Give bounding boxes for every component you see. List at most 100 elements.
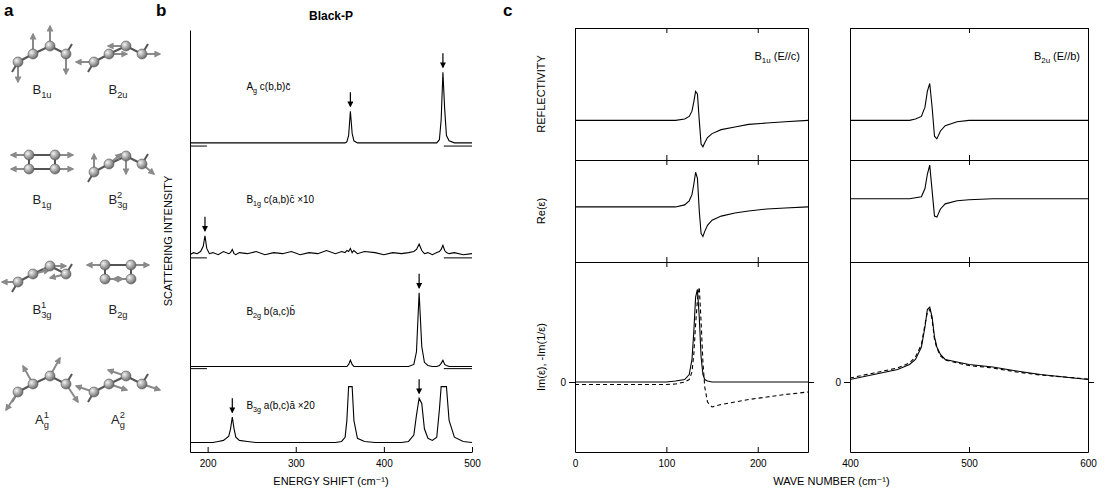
tick <box>850 262 851 267</box>
tick-mark <box>575 262 576 267</box>
spectrum-line <box>190 387 472 443</box>
atom <box>13 57 23 67</box>
axis-line <box>190 31 191 453</box>
peak-arrow <box>419 379 420 393</box>
axis-y-right <box>1088 161 1089 263</box>
text-part: B <box>108 302 117 317</box>
tick <box>666 28 667 33</box>
mode-sketch <box>88 151 154 182</box>
mode-label: B2u <box>108 82 127 100</box>
atom <box>45 371 55 381</box>
axis-y-right <box>1088 29 1089 161</box>
plot-area <box>850 83 1088 138</box>
atom <box>50 150 60 160</box>
tick <box>758 257 759 262</box>
spectrum-line <box>850 310 1088 380</box>
atom <box>61 49 71 59</box>
subscript: g <box>44 420 49 430</box>
superscript: 1 <box>41 300 46 310</box>
spectrum-line <box>575 287 808 407</box>
axis-x <box>851 257 1089 263</box>
atom <box>104 49 114 59</box>
atom <box>50 164 60 174</box>
text-part: c(a,b)c̄ ×10 <box>261 194 315 205</box>
panel-letter: c <box>503 1 512 20</box>
axis-y <box>850 161 851 263</box>
mode-label: B1g <box>32 192 51 210</box>
tick-mark <box>969 262 970 267</box>
axis-y-right <box>808 263 814 453</box>
text-part: (E//b) <box>1050 50 1080 62</box>
axis-y <box>575 161 576 263</box>
subscript: 1u <box>41 90 51 100</box>
axis-line <box>808 29 809 161</box>
text-part: B <box>32 302 41 317</box>
subscript: 2g <box>253 311 261 320</box>
chart-panel: 01002000WAVE NUMBER (cm⁻¹)Im(ε), -Im(1/ε… <box>535 262 890 487</box>
plot-area <box>190 53 472 442</box>
superscript: 2 <box>117 190 122 200</box>
axis-line <box>1088 263 1089 453</box>
atom <box>45 261 55 271</box>
tick <box>1088 382 1094 383</box>
tick-mark <box>850 262 851 267</box>
atom <box>126 274 136 284</box>
axis-line <box>576 262 809 263</box>
tick-label: 300 <box>288 458 305 469</box>
atom <box>61 269 71 279</box>
axis-x <box>576 257 809 263</box>
tick-label: 0 <box>560 377 566 388</box>
tick: 200 <box>750 447 767 469</box>
baseline-mark <box>190 257 207 258</box>
atom <box>121 371 131 381</box>
mode-sketch <box>76 370 160 402</box>
spectrum-line <box>575 91 808 146</box>
tick: 200 <box>200 447 217 469</box>
tick-label: 500 <box>961 458 978 469</box>
panel-letter: a <box>4 1 14 20</box>
subscript: 1g <box>41 200 51 210</box>
tick: 500 <box>961 447 978 469</box>
chart-panel: 4005006000 <box>835 262 1097 469</box>
axis-line <box>575 29 576 161</box>
tick <box>850 28 851 33</box>
tick-mark <box>575 160 576 165</box>
y-axis-title: Re(ε) <box>535 198 547 224</box>
tick <box>758 155 759 160</box>
x-axis-title: ENERGY SHIFT (cm⁻¹) <box>273 475 388 487</box>
spectrum-line <box>190 72 472 143</box>
subscript: g <box>120 420 125 430</box>
tick-mark <box>1088 382 1094 383</box>
tick <box>666 262 667 267</box>
tick: 0 <box>560 377 575 388</box>
tick <box>575 262 576 267</box>
baseline-mark <box>190 146 207 147</box>
chart-title: B2u (E//b) <box>1034 50 1080 65</box>
tick-label: 400 <box>842 458 859 469</box>
atom <box>89 387 99 397</box>
tick <box>758 262 759 267</box>
tick <box>666 257 667 262</box>
text-part: c(b,b)c̄ <box>257 81 290 92</box>
y-axis-title: Im(ε), -Im(1/ε) <box>535 323 547 391</box>
tick-mark <box>969 155 970 160</box>
panel-letter: b <box>156 1 166 20</box>
tick-mark <box>758 262 759 267</box>
tick <box>969 155 970 160</box>
atom <box>28 379 38 389</box>
atom <box>24 150 34 160</box>
chart-panel: B2u (E//b) <box>850 28 1089 161</box>
atom <box>13 387 23 397</box>
tick-mark <box>384 447 385 452</box>
subscript: 2u <box>117 90 127 100</box>
subscript: 1u <box>762 56 771 65</box>
atom <box>89 57 99 67</box>
tick-mark <box>850 160 851 165</box>
axis-y-right <box>808 161 809 263</box>
tick-label: 200 <box>200 458 217 469</box>
tick-label: 0 <box>573 458 579 469</box>
tick-label: 0 <box>835 377 841 388</box>
spectrum-line <box>190 236 472 255</box>
spectrum-line <box>575 172 808 236</box>
tick-mark <box>844 382 850 383</box>
